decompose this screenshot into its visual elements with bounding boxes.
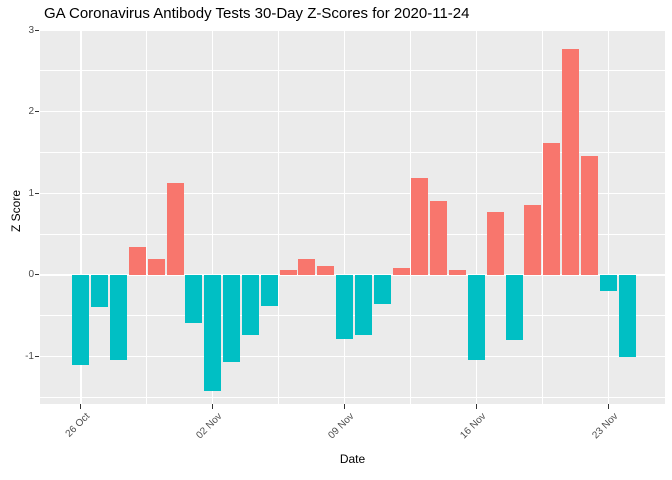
bar: [562, 48, 580, 275]
bar: [147, 258, 165, 275]
y-tick-label: 0: [28, 269, 34, 281]
x-tick-label: 16 Nov: [458, 411, 489, 442]
y-tick-label: 3: [28, 24, 34, 36]
bar: [524, 204, 542, 275]
y-major-gridline: [40, 192, 665, 195]
y-minor-gridline: [40, 151, 665, 153]
x-major-gridline: [475, 30, 478, 404]
y-major-gridline: [40, 30, 665, 31]
bar: [223, 274, 241, 362]
x-minor-gridline: [410, 30, 411, 404]
bar: [505, 274, 523, 341]
bar: [128, 247, 146, 275]
bar: [580, 155, 598, 275]
y-tick-mark: [35, 111, 39, 113]
bar: [298, 259, 316, 275]
x-tick-label: 02 Nov: [194, 411, 225, 442]
bar: [411, 177, 429, 275]
bar: [317, 265, 335, 275]
x-minor-gridline: [146, 30, 148, 404]
x-tick-label: 09 Nov: [326, 411, 357, 442]
x-tick-label: 26 Oct: [63, 411, 93, 440]
x-major-gridline: [343, 30, 346, 404]
bar: [449, 270, 467, 275]
chart-title: GA Coronavirus Antibody Tests 30-Day Z-S…: [44, 5, 470, 22]
x-tick-mark: [212, 404, 214, 409]
x-axis-title: Date: [339, 452, 366, 466]
bar: [467, 274, 485, 360]
y-tick-label: -1: [25, 351, 34, 363]
x-minor-gridline: [278, 30, 280, 404]
bar: [543, 142, 561, 275]
bar: [354, 274, 372, 335]
y-axis-title: Z Score: [9, 189, 23, 233]
y-tick-mark: [35, 356, 39, 358]
bar: [166, 182, 184, 275]
y-tick-label: 2: [28, 106, 34, 118]
bar: [109, 274, 127, 360]
bar: [204, 274, 222, 391]
y-minor-gridline: [40, 70, 665, 72]
y-minor-gridline: [40, 233, 665, 235]
x-tick-mark: [344, 404, 346, 409]
bar: [336, 274, 354, 339]
y-major-gridline: [40, 355, 665, 358]
bar: [486, 212, 504, 275]
bar: [72, 274, 90, 365]
bar: [185, 274, 203, 324]
y-tick-label: 1: [28, 187, 34, 199]
bar: [430, 201, 448, 275]
y-tick-mark: [35, 192, 39, 194]
x-tick-mark: [607, 404, 609, 409]
y-tick-mark: [35, 274, 39, 276]
bar: [599, 274, 617, 292]
x-major-gridline: [607, 30, 610, 404]
x-tick-label: 23 Nov: [589, 411, 621, 442]
bar: [91, 274, 109, 307]
bar: [241, 274, 259, 335]
bar: [260, 274, 278, 306]
bar: [392, 268, 410, 275]
y-minor-gridline: [40, 396, 665, 398]
plot-panel: [40, 30, 665, 404]
bar: [279, 270, 297, 275]
x-major-gridline: [211, 30, 214, 404]
x-tick-mark: [475, 404, 477, 409]
x-minor-gridline: [541, 30, 543, 404]
bar: [373, 274, 391, 304]
y-tick-mark: [35, 29, 39, 31]
x-tick-mark: [80, 404, 82, 409]
x-major-gridline: [80, 30, 82, 404]
y-major-gridline: [40, 110, 665, 113]
bar: [618, 274, 636, 357]
